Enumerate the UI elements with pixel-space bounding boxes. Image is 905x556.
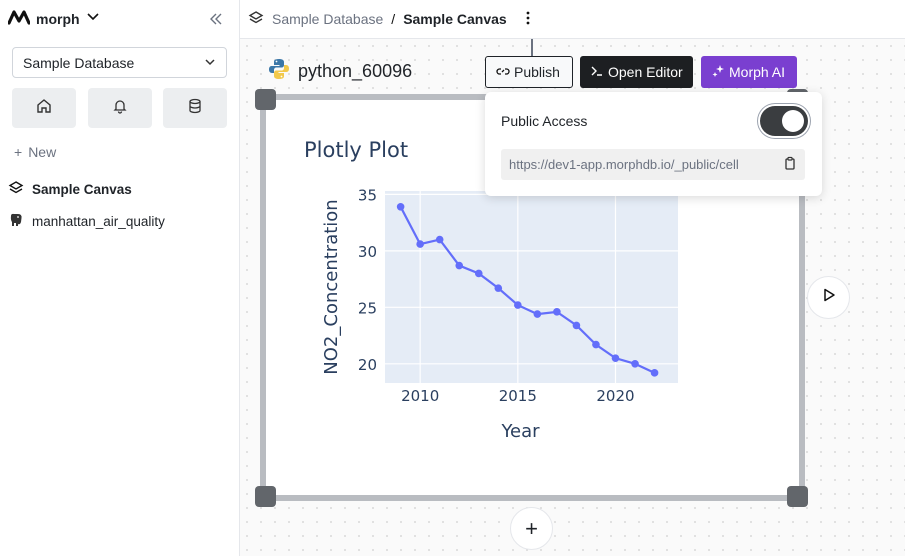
y-tick-label: 25 [358, 299, 377, 317]
cell-name[interactable]: python_60096 [298, 61, 413, 81]
more-options-icon[interactable] [525, 11, 531, 28]
data-point [435, 235, 444, 244]
add-cell-button[interactable]: + [510, 507, 553, 550]
plus-icon: + [525, 515, 538, 541]
y-tick-label: 20 [358, 356, 377, 374]
data-point [416, 240, 424, 248]
data-point [514, 301, 522, 309]
python-icon [268, 58, 290, 85]
publish-popover: Public Access https://dev1-app.morphdb.i… [485, 92, 822, 196]
publish-label: Publish [514, 64, 560, 80]
data-point [650, 369, 659, 377]
app-name: morph [36, 11, 80, 27]
breadcrumb-canvas[interactable]: Sample Canvas [403, 11, 507, 27]
x-tick-label: 2015 [499, 387, 537, 405]
chevron-down-icon [204, 55, 216, 71]
resize-handle-bottom-left[interactable] [255, 486, 276, 507]
data-point [455, 261, 464, 270]
data-point [533, 310, 542, 318]
breadcrumb: Sample Database / Sample Canvas [240, 0, 905, 39]
new-button[interactable]: + New [14, 144, 56, 160]
copy-icon[interactable] [783, 156, 797, 173]
public-url: https://dev1-app.morphdb.io/_public/cell [509, 157, 739, 172]
morph-ai-button[interactable]: Morph AI [701, 56, 797, 88]
morph-logo-icon [7, 9, 31, 30]
data-point [494, 284, 503, 292]
resize-handle-top-left[interactable] [255, 89, 276, 110]
collapse-sidebar-icon[interactable] [206, 9, 226, 29]
home-button[interactable] [12, 88, 76, 128]
sidebar-item-manhattan-air-quality[interactable]: manhattan_air_quality [8, 212, 165, 231]
notifications-button[interactable] [88, 88, 152, 128]
breadcrumb-separator: / [391, 11, 396, 27]
data-point [572, 321, 581, 330]
morph-ai-label: Morph AI [729, 64, 786, 80]
public-url-field[interactable]: https://dev1-app.morphdb.io/_public/cell [501, 149, 805, 180]
x-tick-label: 2020 [596, 387, 634, 405]
database-button[interactable] [163, 88, 227, 128]
run-cell-button[interactable] [807, 276, 850, 319]
breadcrumb-database[interactable]: Sample Database [272, 11, 384, 27]
data-point [611, 354, 620, 362]
play-icon [822, 288, 836, 307]
database-select[interactable]: Sample Database [12, 47, 227, 78]
sparkles-icon [711, 64, 725, 81]
home-icon [36, 98, 52, 119]
resize-handle-bottom-right[interactable] [787, 486, 808, 507]
workspace-switcher[interactable]: morph [7, 8, 100, 30]
layers-icon [248, 10, 264, 29]
sidebar-item-label: manhattan_air_quality [32, 214, 165, 229]
y-tick-label: 30 [358, 243, 377, 261]
postgres-elephant-icon [8, 212, 24, 231]
y-tick-label: 35 [358, 186, 377, 204]
data-point [553, 308, 561, 316]
chevron-down-icon [86, 10, 100, 29]
public-access-label: Public Access [501, 113, 588, 129]
database-select-value: Sample Database [23, 54, 135, 71]
data-point [396, 203, 405, 211]
plotly-chart: Plotly Plot 20 25 30 35 2010 2015 2020 Year NO2_C… [304, 138, 678, 442]
toggle-knob [782, 110, 804, 132]
plot-background [385, 191, 678, 383]
plus-icon: + [14, 144, 23, 160]
open-editor-label: Open Editor [608, 64, 683, 80]
x-tick-label: 2010 [401, 387, 439, 405]
publish-button[interactable]: Publish [485, 56, 573, 88]
cell-connector [531, 39, 533, 57]
terminal-icon [590, 64, 604, 81]
new-label: New [28, 144, 57, 160]
database-icon [187, 98, 203, 119]
open-editor-button[interactable]: Open Editor [580, 56, 693, 88]
x-axis-title: Year [500, 421, 540, 442]
bell-icon [112, 98, 128, 119]
layers-icon [8, 180, 24, 199]
sidebar-item-label: Sample Canvas [32, 182, 132, 197]
data-point [592, 340, 600, 349]
y-axis-title: NO2_Concentration [321, 199, 342, 374]
sidebar-item-sample-canvas[interactable]: Sample Canvas [8, 180, 132, 199]
data-point [474, 269, 483, 278]
public-access-toggle[interactable] [760, 106, 808, 136]
data-point [631, 360, 639, 368]
cell-header: python_60096 [268, 58, 412, 85]
series-line [399, 206, 656, 374]
link-icon [496, 64, 510, 81]
chart-title: Plotly Plot [304, 138, 408, 162]
sidebar: morph Sample Database + New Sam [0, 0, 240, 556]
